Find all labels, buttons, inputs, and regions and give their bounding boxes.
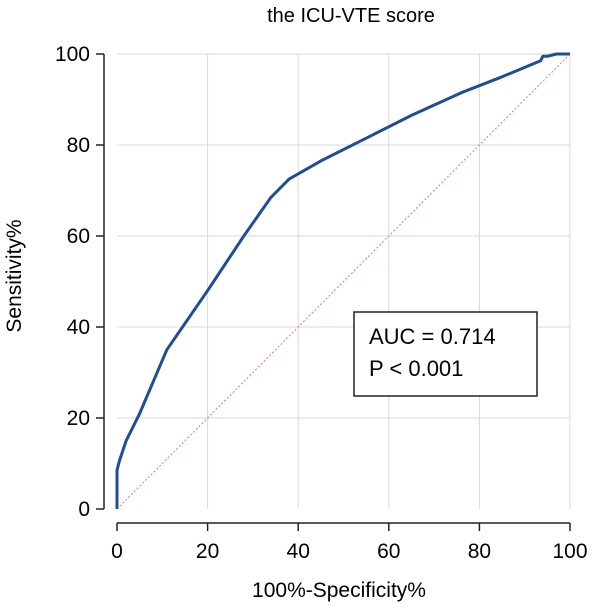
y-tick-label: 100 [55,43,90,66]
reference-diagonal-line [116,53,571,510]
x-axis-label: 100%-Specificity% [252,579,426,602]
roc-curve-line [115,52,570,509]
chart-title: the ICU-VTE score [267,5,435,27]
x-tick-label: 60 [377,540,400,563]
x-tick-label: 40 [287,540,310,563]
y-axis-ticks: 0 20 40 60 80 100 [55,43,104,521]
y-tick-label: 80 [67,134,90,157]
p-value-text: P < 0.001 [369,356,463,381]
y-tick-label: 40 [67,316,90,339]
grid-lines [117,53,571,509]
axes [103,54,570,524]
y-tick-label: 20 [67,407,90,430]
y-tick-label: 0 [78,498,90,521]
x-tick-label: 0 [111,540,123,563]
y-axis-label: Sensitivity% [3,219,26,332]
x-tick-label: 20 [196,540,219,563]
y-tick-label: 60 [67,225,90,248]
x-axis-ticks: 0 20 40 60 80 100 [111,523,588,563]
x-tick-label: 100 [552,540,587,563]
x-tick-label: 80 [468,540,491,563]
auc-annotation-box: AUC = 0.714 P < 0.001 [353,311,538,397]
annotation-frame [353,311,538,397]
auc-value-text: AUC = 0.714 [369,324,496,349]
